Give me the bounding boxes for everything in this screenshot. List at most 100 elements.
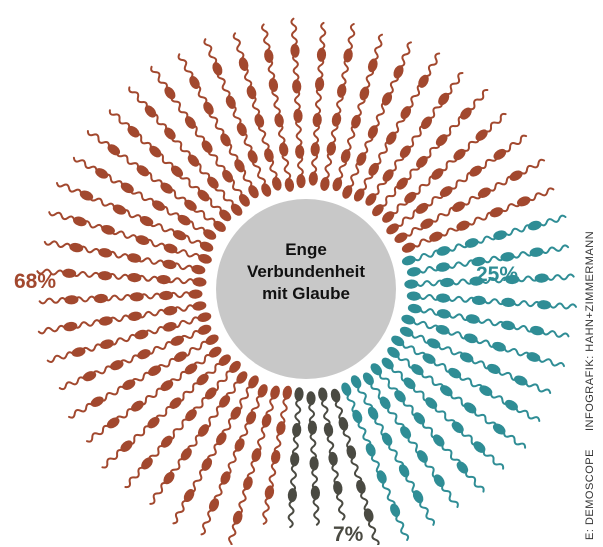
sperm-head: [220, 471, 231, 485]
sperm-head: [399, 326, 414, 337]
source-credit: E: DEMOSCOPE: [584, 449, 596, 540]
sperm-head: [346, 445, 357, 460]
sperm-head: [514, 375, 528, 386]
sperm-mark: [534, 273, 575, 283]
sperm-mark: [173, 248, 212, 264]
sperm-tail: [541, 244, 570, 254]
sperm-mark: [101, 440, 133, 469]
sperm-head: [71, 347, 86, 357]
sperm-mark: [271, 87, 284, 128]
sperm-tail: [319, 21, 327, 50]
sperm-tail: [504, 224, 532, 236]
sperm-mark: [73, 316, 113, 329]
sperm-head: [504, 399, 518, 411]
sperm-tail: [110, 229, 138, 240]
sperm-tail: [503, 134, 528, 153]
sperm-tail: [128, 425, 150, 445]
sperm-head: [353, 188, 365, 202]
sperm-mark: [192, 206, 226, 232]
sperm-head: [82, 371, 97, 382]
sperm-head: [148, 365, 162, 376]
sperm-tail: [312, 497, 320, 526]
center-label-line-1: Enge: [285, 240, 327, 259]
sperm-mark: [477, 175, 514, 198]
sperm-mark: [204, 395, 231, 429]
sperm-tail: [89, 196, 115, 209]
sperm-tail: [212, 370, 232, 392]
sperm-tail: [48, 211, 76, 221]
sperm-mark: [426, 338, 464, 357]
sperm-head: [290, 43, 300, 58]
sperm-head: [90, 396, 104, 407]
sperm-head: [477, 187, 491, 198]
sperm-mark: [37, 321, 78, 335]
sperm-mark: [261, 23, 274, 63]
sperm-head: [464, 238, 479, 248]
center-label-line-3: mit Glaube: [262, 284, 350, 303]
sperm-head: [420, 218, 434, 229]
sperm-head: [199, 241, 214, 252]
sperm-head: [436, 293, 451, 303]
sperm-tail: [258, 123, 270, 151]
sperm-head: [460, 107, 472, 120]
sperm-head: [448, 367, 462, 379]
sperm-tail: [271, 87, 281, 116]
sperm-mark: [379, 396, 405, 431]
sperm-head: [271, 450, 281, 464]
sperm-head: [156, 274, 171, 285]
sperm-tail: [172, 499, 188, 525]
sperm-mark: [36, 268, 77, 278]
sperm-mark: [262, 485, 275, 525]
sperm-head: [338, 417, 349, 431]
sperm-head: [422, 353, 436, 364]
sperm-mark: [514, 375, 552, 394]
sperm-mark: [376, 470, 396, 508]
sperm-head: [183, 489, 195, 502]
sperm-mark: [146, 335, 185, 355]
sperm-head: [435, 134, 448, 147]
sperm-head: [413, 412, 426, 425]
sperm-head: [197, 312, 212, 323]
sperm-tail: [447, 259, 476, 269]
sperm-head: [416, 155, 428, 168]
sperm-head: [230, 203, 243, 216]
sperm-tail: [177, 53, 194, 79]
sperm-tail: [513, 300, 542, 308]
sperm-mark: [492, 341, 531, 357]
sperm-tail: [236, 386, 252, 411]
sperm-head: [469, 165, 483, 177]
sperm-head: [213, 220, 226, 232]
sperm-head: [127, 272, 142, 283]
sperm-tail: [292, 53, 300, 82]
sperm-mark: [58, 371, 97, 391]
sperm-mark: [38, 295, 79, 305]
sperm-tail: [256, 425, 266, 453]
sperm-head: [131, 400, 144, 412]
sperm-tail: [192, 206, 216, 224]
sperm-head: [351, 114, 361, 129]
sperm-head: [330, 388, 341, 403]
sperm-tail: [402, 342, 427, 358]
sperm-head: [516, 196, 531, 207]
sperm-head: [160, 182, 173, 194]
sperm-head: [318, 387, 328, 402]
sperm-tail: [309, 432, 317, 461]
sperm-head: [188, 289, 203, 299]
sperm-head: [492, 423, 506, 435]
sperm-mark: [340, 124, 356, 163]
sperm-tail: [290, 17, 298, 46]
sperm-tail: [280, 397, 288, 426]
sperm-head: [160, 435, 173, 448]
sperm-mark: [438, 72, 464, 106]
sperm-head: [381, 92, 393, 106]
sperm-head: [530, 325, 544, 336]
sperm-head: [382, 169, 394, 182]
sperm-tail: [281, 152, 292, 180]
sperm-tail: [446, 72, 464, 96]
sperm-tail: [137, 257, 165, 265]
sperm-tail: [99, 385, 125, 402]
sperm-tail: [116, 151, 140, 169]
sperm-head: [234, 159, 245, 173]
sperm-head: [401, 242, 416, 253]
sperm-tail: [488, 175, 514, 192]
